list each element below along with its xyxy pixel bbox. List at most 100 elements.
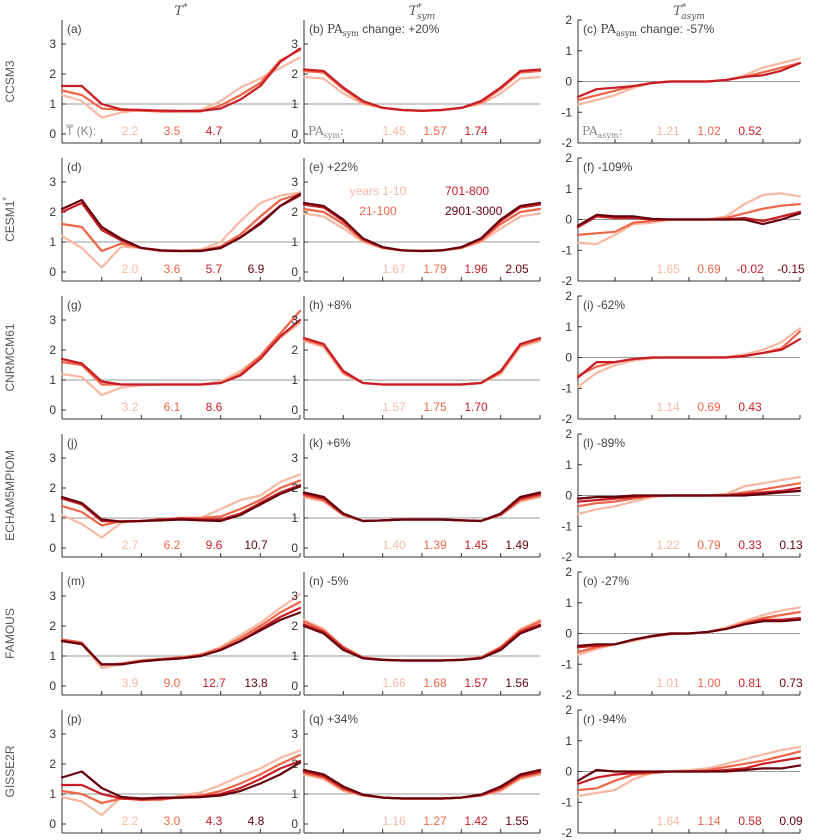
panel-b: 0 1 2 3 (b) PAsym change: +20% 1.45 1.57 1.74 PA… xyxy=(291,20,542,144)
stat-value: 1.68 xyxy=(423,676,447,690)
y-tick-label: -1 xyxy=(561,243,572,257)
x-tick-label: EQ xyxy=(172,838,189,840)
x-tick-label: 90S xyxy=(51,838,72,840)
series-line-years-1-10 xyxy=(60,191,302,269)
panel-label: (j) xyxy=(67,436,78,450)
y-tick-label: 3 xyxy=(49,451,56,465)
series-line-21-100 xyxy=(302,494,542,523)
series-line-2901-3000 xyxy=(576,212,802,227)
model-label-3: ECHAM5MPIOM xyxy=(3,450,17,541)
series-line-2901-3000 xyxy=(576,489,802,500)
stat-value: 1.49 xyxy=(505,538,529,552)
panel-c: 2 1 0 -1 -2 (c) PAasym change: -57% 1.21 1.02 0.… xyxy=(561,13,802,150)
x-tick-label: 30S xyxy=(131,838,152,840)
stat-value: 10.7 xyxy=(244,538,268,552)
stat-value: 1.75 xyxy=(423,400,447,414)
y-tick-label: 1 xyxy=(565,44,572,58)
y-tick-label: 1 xyxy=(49,649,56,663)
series-line-2901-3000 xyxy=(60,611,302,666)
panel-f: 2 1 0 -1 -2 (f) -109% 1.65 0.69 -0.02 -0.15 xyxy=(561,151,805,288)
panel-label: (i) -62% xyxy=(583,298,625,312)
x-tick-label: 30N xyxy=(450,838,472,840)
panel-label: (d) xyxy=(67,160,82,174)
stat-value: 1.02 xyxy=(697,124,721,138)
y-tick-label: 0 xyxy=(291,817,298,831)
y-tick-label: 2 xyxy=(565,289,572,303)
y-tick-label: 0 xyxy=(291,127,298,141)
panel-h: 0 1 2 3 (h) +8% 1.57 1.75 1.70 xyxy=(291,296,542,420)
y-tick-label: -2 xyxy=(561,550,572,564)
stat-value: 6.9 xyxy=(248,262,265,276)
panel-label: (r) -94% xyxy=(583,712,627,726)
panel-label: (f) -109% xyxy=(583,160,633,174)
y-tick-label: 2 xyxy=(565,427,572,441)
legend-entry: 21-100 xyxy=(359,204,397,218)
panel-label: (l) -89% xyxy=(583,436,625,450)
stat-value: 5.7 xyxy=(206,262,223,276)
series-line-701-800 xyxy=(60,318,302,386)
stat-value: 1.65 xyxy=(656,262,680,276)
x-tick-label: EQ xyxy=(413,838,430,840)
y-tick-label: 2 xyxy=(49,757,56,771)
stat-value: 1.55 xyxy=(505,814,529,828)
y-tick-label: 2 xyxy=(291,757,298,771)
stat-value: 1.57 xyxy=(423,124,447,138)
series-line-701-800 xyxy=(576,338,802,379)
stat-value: 0.09 xyxy=(779,814,803,828)
x-tick-label: 60S xyxy=(91,838,112,840)
stat-value: 3.5 xyxy=(164,124,181,138)
y-tick-label: 3 xyxy=(49,175,56,189)
stat-value: 8.6 xyxy=(206,400,223,414)
x-tick-label: 90N xyxy=(789,838,811,840)
y-tick-label: 2 xyxy=(49,343,56,357)
series-line-2901-3000 xyxy=(302,491,542,523)
y-tick-label: -1 xyxy=(561,105,572,119)
stat-value: -0.15 xyxy=(777,262,805,276)
y-tick-label: 2 xyxy=(49,205,56,219)
stat-value: 2.0 xyxy=(122,262,139,276)
panel-label: (m) xyxy=(67,574,85,588)
series-line-701-800 xyxy=(302,203,542,253)
stat-value: 1.67 xyxy=(382,262,406,276)
series-line-years-1-10 xyxy=(302,618,542,662)
panel-n: 0 1 2 3 (n) -5% 1.66 1.68 1.57 1.56 xyxy=(291,572,542,696)
series-line-2901-3000 xyxy=(60,761,302,800)
y-tick-label: -2 xyxy=(561,826,572,840)
y-tick-label: 0 xyxy=(565,351,572,365)
y-tick-label: 1 xyxy=(49,97,56,111)
y-tick-label: -1 xyxy=(561,657,572,671)
stat-value: 1.42 xyxy=(464,814,488,828)
series-line-2901-3000 xyxy=(60,485,302,523)
y-tick-label: 1 xyxy=(291,235,298,249)
y-tick-label: 2 xyxy=(565,703,572,717)
panel-p: 0 1 2 3 90S 60S 30S EQ 30N 60N 90N (p) 2.2 3.0 4.3 4.8 xyxy=(49,710,311,840)
stat-value: 1.79 xyxy=(423,262,447,276)
model-label-5: GISSE2R xyxy=(3,745,17,797)
legend-entry: 2901-3000 xyxy=(445,204,503,218)
legend-entry: 701-800 xyxy=(445,184,489,198)
x-tick-label: EQ xyxy=(680,838,697,840)
series-line-years-1-10 xyxy=(60,473,302,539)
stat-value: 6.1 xyxy=(164,400,181,414)
column-title-2: T* sym xyxy=(409,3,435,22)
stat-value: 9.0 xyxy=(164,676,181,690)
series-line-21-100 xyxy=(302,338,542,386)
stat-value: 3.0 xyxy=(164,814,181,828)
stat-value: 0.73 xyxy=(779,676,803,690)
panel-d: 0 1 2 3 (d) 2.0 3.6 5.7 6.9 xyxy=(49,158,302,282)
y-tick-label: 1 xyxy=(291,97,298,111)
y-tick-label: 1 xyxy=(565,182,572,196)
stat-value: 1.45 xyxy=(464,538,488,552)
series-line-21-100 xyxy=(576,330,802,377)
series-line-2901-3000 xyxy=(302,768,542,800)
stat-value: 13.8 xyxy=(244,676,268,690)
y-tick-label: 2 xyxy=(291,343,298,357)
series-line-2901-3000 xyxy=(302,624,542,662)
stat-value: 6.2 xyxy=(164,538,181,552)
series-line-701-800 xyxy=(60,47,302,113)
panel-label: (n) -5% xyxy=(309,574,349,588)
y-tick-label: 3 xyxy=(291,175,298,189)
series-line-701-800 xyxy=(576,61,802,99)
y-tick-label: 3 xyxy=(291,37,298,51)
